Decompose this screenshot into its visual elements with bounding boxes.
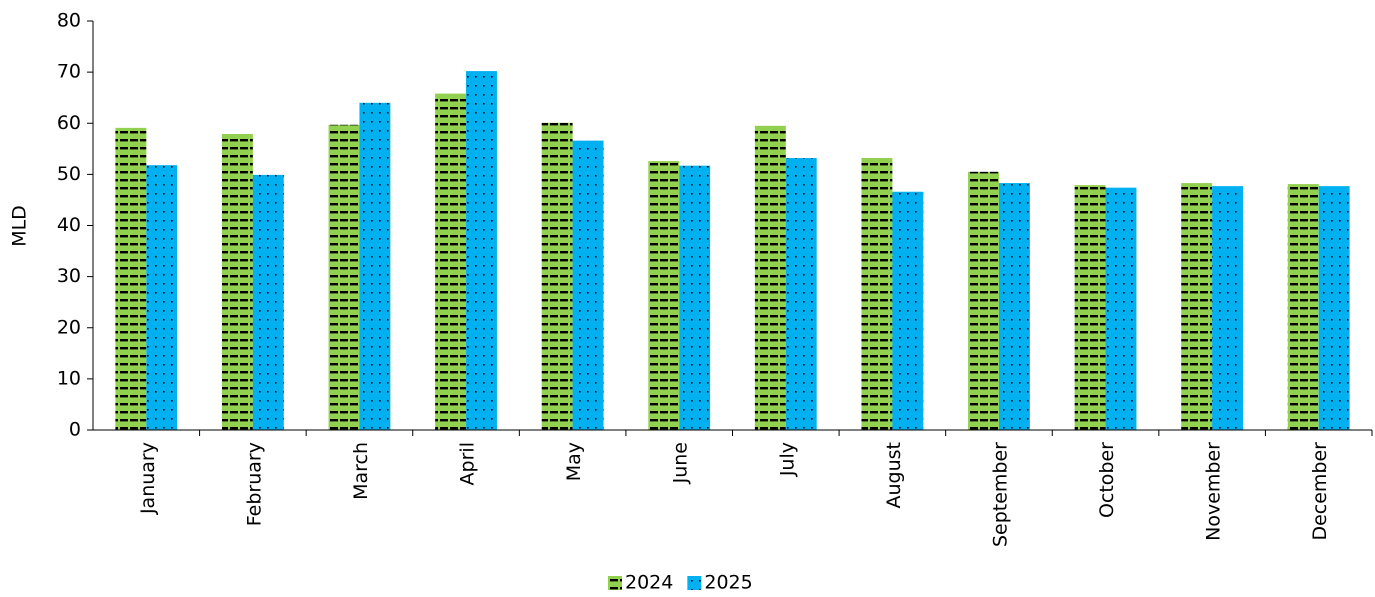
x-tick-label: July	[776, 442, 798, 477]
y-tick-label: 60	[57, 112, 81, 134]
bar	[146, 165, 178, 431]
bar	[1287, 184, 1319, 430]
y-tick-label: 50	[57, 163, 81, 185]
bar	[968, 171, 999, 430]
bar	[785, 158, 817, 430]
x-tick-label: August	[883, 442, 905, 509]
bar	[679, 165, 711, 430]
bar	[1074, 185, 1106, 430]
bar	[1105, 187, 1137, 430]
legend-swatch	[608, 576, 622, 590]
x-tick-label: June	[670, 442, 692, 484]
y-tick-label: 80	[57, 10, 81, 32]
x-tick-label: November	[1203, 442, 1225, 541]
y-tick-label: 10	[57, 367, 81, 389]
bar	[1212, 186, 1244, 430]
bar	[648, 161, 680, 430]
legend-swatch	[687, 576, 702, 590]
x-tick-label: March	[350, 442, 372, 500]
y-tick-label: 30	[57, 265, 81, 287]
bar	[572, 140, 604, 430]
y-tick-label: 40	[57, 214, 81, 236]
y-axis-label: MLD	[9, 205, 31, 247]
bar	[115, 127, 147, 430]
x-tick-label: October	[1096, 442, 1118, 518]
bar	[252, 174, 284, 430]
bar	[1318, 186, 1350, 430]
legend-label: 2025	[704, 572, 752, 594]
x-tick-label: February	[243, 442, 265, 526]
bar	[221, 133, 253, 430]
bar	[1181, 183, 1213, 430]
bar	[541, 122, 573, 431]
bar	[892, 191, 924, 430]
bar	[435, 93, 467, 430]
x-tick-label: April	[457, 442, 479, 485]
bar	[466, 71, 497, 430]
y-tick-label: 0	[69, 419, 81, 441]
legend-label: 2024	[625, 572, 673, 594]
y-tick-label: 70	[57, 61, 81, 83]
x-tick-label: May	[563, 442, 585, 481]
x-tick-label: December	[1309, 442, 1331, 541]
bar	[359, 102, 391, 431]
x-tick-label: January	[137, 442, 159, 515]
bar	[861, 158, 893, 430]
bar	[754, 125, 786, 431]
bar	[328, 124, 360, 430]
bar	[998, 183, 1030, 430]
y-tick-label: 20	[57, 316, 81, 338]
x-tick-label: September	[989, 442, 1011, 547]
